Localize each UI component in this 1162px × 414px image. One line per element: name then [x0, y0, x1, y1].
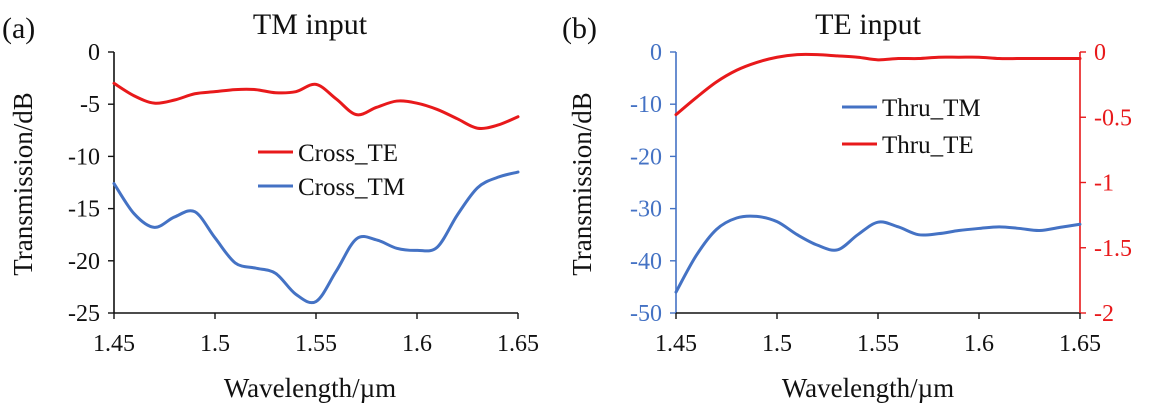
panel-a-yticks: 0 -5 -10 -15 -20 -25: [68, 40, 100, 327]
panel-b-ytick-left: -40: [630, 249, 662, 275]
panel-b-xlabel: Wavelength/µm: [782, 373, 954, 403]
panel-a-label: (a): [2, 12, 35, 45]
panel-a: (a) TM input Transmission/dB Wavelength/…: [2, 8, 539, 403]
panel-b-ytick-right: -1: [1094, 171, 1114, 197]
series-line-thru-te: [674, 52, 1082, 117]
panel-a-ytick: -15: [68, 197, 100, 223]
panel-a-ytick: -5: [80, 92, 100, 118]
panel-b-legend: Thru_TM Thru_TE: [842, 95, 981, 159]
panel-a-ytick: -10: [68, 144, 100, 170]
panel-b-ytick-right: 0: [1094, 40, 1106, 66]
panel-b-ytick-left: 0: [650, 40, 662, 66]
panel-a-xtick: 1.55: [295, 331, 337, 357]
panel-b-ytick-right: -2: [1094, 301, 1114, 327]
panel-b-ytick-right: -0.5: [1094, 105, 1132, 131]
panel-a-ylabel: Transmission/dB: [8, 92, 38, 276]
series-line-cross-tm: [112, 170, 520, 305]
panel-a-title: TM input: [253, 8, 368, 41]
series-line-cross-te: [112, 81, 520, 130]
panel-a-xtick: 1.45: [93, 331, 135, 357]
legend-label-thru-te: Thru_TE: [882, 132, 974, 159]
panel-a-xticks: 1.45 1.5 1.55 1.6 1.65: [93, 331, 539, 357]
panel-a-xtick: 1.6: [402, 331, 432, 357]
panel-b-xtick: 1.55: [857, 331, 899, 357]
panel-b-xtick: 1.45: [655, 331, 697, 357]
panel-a-xtick: 1.5: [200, 331, 230, 357]
series-line-thru-tm: [674, 214, 1082, 294]
panel-b-yticks-right: 0 -0.5 -1 -1.5 -2: [1094, 40, 1132, 327]
panel-a-legend: Cross_TE Cross_TM: [258, 140, 405, 201]
panel-b-label: (b): [562, 12, 597, 45]
panel-b-ytick-left: -10: [630, 92, 662, 118]
panel-b-ytick-left: -20: [630, 144, 662, 170]
panel-b-yticks-left: 0 -10 -20 -30 -40 -50: [630, 40, 662, 327]
panel-a-xtick: 1.65: [497, 331, 539, 357]
legend-label-thru-tm: Thru_TM: [882, 95, 981, 122]
panel-b-ylabel: Transmission/dB: [567, 92, 597, 276]
panel-b-ytick-left: -30: [630, 197, 662, 223]
panel-b-xtick: 1.65: [1059, 331, 1101, 357]
panel-b: (b) TE input Transmission/dB Wavelength/…: [562, 8, 1132, 403]
panel-a-xlabel: Wavelength/µm: [224, 373, 396, 403]
panel-a-ytick: -25: [68, 301, 100, 327]
legend-label-cross-te: Cross_TE: [298, 140, 398, 167]
panel-b-xtick: 1.5: [762, 331, 792, 357]
panel-a-ytick: -20: [68, 249, 100, 275]
panel-b-xticks: 1.45 1.5 1.55 1.6 1.65: [655, 331, 1101, 357]
panel-b-ytick-left: -50: [630, 301, 662, 327]
panel-a-ytick: 0: [88, 40, 100, 66]
panel-b-ytick-right: -1.5: [1094, 236, 1132, 262]
legend-label-cross-tm: Cross_TM: [298, 174, 405, 201]
panel-b-xtick: 1.6: [964, 331, 994, 357]
panel-b-title: TE input: [815, 8, 921, 41]
